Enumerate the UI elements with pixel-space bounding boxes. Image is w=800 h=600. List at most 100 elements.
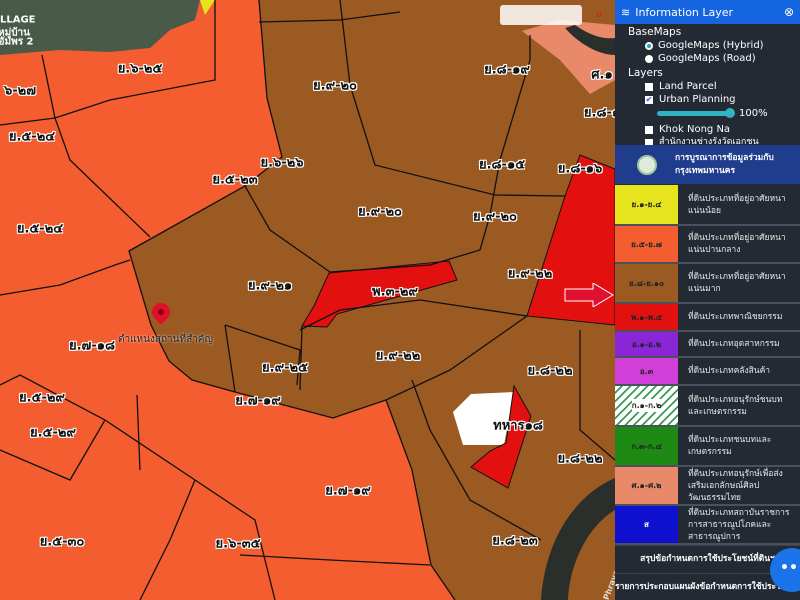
option-label: GoogleMaps (Hybrid) <box>658 40 764 51</box>
legend-code: ย.๑-ย.๔ <box>631 200 662 209</box>
legend-row: ย.๑-ย.๔ ที่ดินประเภทที่อยู่อาศัยหนาแน่นน้… <box>615 185 800 226</box>
legend-swatch: ศ.๑-ศ.๒ <box>615 467 678 504</box>
legend-row: ก.๓-ก.๔ ที่ดินประเภทชนบทและเกษตรกรรม <box>615 427 800 467</box>
option-label: Land Parcel <box>659 81 717 92</box>
satellite-label: อัมพร 2 <box>0 36 34 48</box>
legend-code: ก.๓-ก.๔ <box>631 441 662 451</box>
checkbox-icon[interactable] <box>645 82 653 91</box>
opacity-value: 100% <box>739 107 768 119</box>
legend-code: พ.๑-พ.๕ <box>630 312 663 322</box>
zone-label: ๖-๒๗ <box>4 83 36 99</box>
legend-code: อ.๑-อ.๒ <box>631 339 662 349</box>
legend-code: ย.๘-ย.๑๐ <box>629 278 664 288</box>
legend-code: ส <box>644 520 649 529</box>
layers-heading: Layers <box>628 67 663 79</box>
zone-label: ย.๘-๒๓ <box>492 533 538 549</box>
basemaps-heading: BaseMaps <box>628 26 682 38</box>
legend-row: อ.๑-อ.๒ ที่ดินประเภทอุตสาหกรรม <box>615 332 800 358</box>
legend-row: ศ.๑-ศ.๒ ที่ดินประเภทอนุรักษ์เพื่อส่งเสริม… <box>615 467 800 506</box>
checkbox-checked-icon[interactable]: ✔ <box>645 94 653 104</box>
banner-text: กรุงเทพมหานคร <box>675 165 736 176</box>
zone-label: ย.๕-๒๙ <box>30 425 76 441</box>
zone-label: ย.๕-๒๔ <box>16 221 64 237</box>
legend-row: อ.๓ ที่ดินประเภทคลังสินค้า <box>615 358 800 386</box>
land-use-plan-list-button[interactable]: รายการประกอบแผนผังข้อกำหนดการใช้ประโยชน์… <box>615 573 800 600</box>
legend-code: อ.๓ <box>639 366 654 376</box>
zone-label: ย.๘-๑๖ <box>557 161 603 177</box>
option-label: GoogleMaps (Road) <box>658 53 756 64</box>
zone-label: ย.๙-๒๐ <box>473 209 517 225</box>
zone-label: ย.๖-๒๕ <box>117 61 163 77</box>
radio-icon[interactable] <box>645 54 653 63</box>
legend-swatch: ส <box>615 506 678 543</box>
layers-icon: ≋ <box>621 5 631 19</box>
zone-label: ย.๘-๑๙ <box>484 62 530 78</box>
basemap-hybrid-radio[interactable]: GoogleMaps (Hybrid) <box>615 39 800 52</box>
search-icon[interactable]: ⌕ <box>595 7 603 22</box>
legend-swatch: ย.๑-ย.๔ <box>615 185 678 224</box>
satellite-imagery <box>0 0 200 55</box>
zone-government <box>453 392 514 445</box>
checkbox-icon[interactable] <box>645 138 653 147</box>
basemap-road-radio[interactable]: GoogleMaps (Road) <box>615 52 800 65</box>
legend-swatch: ก.๑-ก.๒ <box>615 386 678 425</box>
legend-description: ที่ดินประเภทสถาบันราชการการสาธารณูปโภคแล… <box>688 507 790 542</box>
legend-swatch: พ.๑-พ.๕ <box>615 304 678 330</box>
zone-label: ทหาร๑๘ <box>493 418 543 434</box>
legend-code: ก.๑-ก.๒ <box>631 399 662 412</box>
zone-label: ย.๕-๒๙ <box>19 390 65 406</box>
zone-label: พ.๓-๒๙ <box>372 284 418 300</box>
zone-commercial <box>470 384 532 489</box>
legend-row: ส ที่ดินประเภทสถาบันราชการการสาธารณูปโภคแ… <box>615 506 800 545</box>
legend-description: ที่ดินประเภทอนุรักษ์เพื่อส่งเสริมเอกลักษ… <box>688 468 783 503</box>
zone-label: ย.๕-๒๓ <box>212 172 258 188</box>
zone-label: ย.๙-๒๐ <box>358 204 402 220</box>
satellite-label: VILLAGE <box>0 14 36 26</box>
layer-khok-nong-na-checkbox[interactable]: Khok Nong Na <box>615 123 800 136</box>
map-search-input[interactable] <box>500 5 582 25</box>
zone-label: ย.๘-๑ <box>583 105 615 121</box>
layer-land-parcel-checkbox[interactable]: Land Parcel <box>615 80 800 93</box>
radio-selected-icon[interactable] <box>645 41 653 50</box>
bma-logo <box>637 154 657 175</box>
river <box>541 478 615 600</box>
legend-row: พ.๑-พ.๕ ที่ดินประเภทพาณิชยกรรม <box>615 304 800 332</box>
layer-urban-planning-checkbox[interactable]: ✔ Urban Planning <box>615 93 800 106</box>
legend-swatch: ย.๕-ย.๗ <box>615 226 678 262</box>
opacity-slider[interactable]: 100% <box>615 106 800 120</box>
legend-code: ย.๕-ย.๗ <box>631 239 662 249</box>
legend-description: ที่ดินประเภทที่อยู่อาศัยหนาแน่นน้อย <box>688 193 786 216</box>
legend-description: ที่ดินประเภทคลังสินค้า <box>688 366 771 376</box>
legend-description: ที่ดินประเภทอนุรักษ์ชนบทและเกษตรกรรม <box>688 394 783 417</box>
option-label: Khok Nong Na <box>659 124 731 135</box>
checkbox-icon[interactable] <box>645 125 653 134</box>
more-options-button[interactable]: ••• <box>770 548 800 592</box>
legend-description: ที่ดินประเภทพาณิชยกรรม <box>688 312 783 322</box>
satellite-imagery <box>200 0 215 15</box>
legend-description: ที่ดินประเภทที่อยู่อาศัยหนาแน่นปานกลาง <box>688 233 786 255</box>
panel-title: Information Layer <box>635 5 734 19</box>
satellite-label: หมู่บ้าน <box>0 27 30 39</box>
zone-label: ย.๖-๓๕ <box>215 536 261 552</box>
banner-text: การบูรณาการข้อมูลร่วมกับ <box>675 152 774 163</box>
river <box>565 25 615 55</box>
zone-label: ย.๘-๒๒ <box>557 451 603 467</box>
map-canvas[interactable]: VILLAGE หมู่บ้าน อัมพร 2 Chao Phraya Riv… <box>0 0 615 600</box>
zone-label: ย.๘-๒๒ <box>527 363 573 379</box>
zone-label: ย.๘-๑๕ <box>478 157 526 173</box>
land-use-summary-button[interactable]: สรุปข้อกำหนดการใช้ประโยชน์ที่ดินฯ <box>615 545 800 573</box>
zone-label: ศ.๑ <box>591 67 613 83</box>
zone-label: ย.๙-๒๐ <box>313 78 357 94</box>
legend-description: ที่ดินประเภทอุตสาหกรรม <box>688 339 780 349</box>
zoning-polygons <box>0 0 615 600</box>
zone-label: ย.๕-๒๔ <box>8 129 56 145</box>
layer-surveyor-office-checkbox[interactable]: สำนักงานช่างรังวัดเอกชน <box>615 136 800 149</box>
legend-row: ย.๘-ย.๑๐ ที่ดินประเภทที่อยู่อาศัยหนาแน่นม… <box>615 264 800 304</box>
zone-label: ย.๙-๒๒ <box>507 266 553 282</box>
zone-label: ย.๕-๓๐ <box>39 534 85 550</box>
zone-label: ย.๗-๑๙ <box>325 483 371 499</box>
slider-handle[interactable] <box>725 107 735 118</box>
close-icon[interactable]: ⊗ <box>783 5 794 19</box>
zone-label: ย.๗-๑๙ <box>235 393 281 409</box>
zone-label: ย.๗-๑๘ <box>68 338 116 354</box>
